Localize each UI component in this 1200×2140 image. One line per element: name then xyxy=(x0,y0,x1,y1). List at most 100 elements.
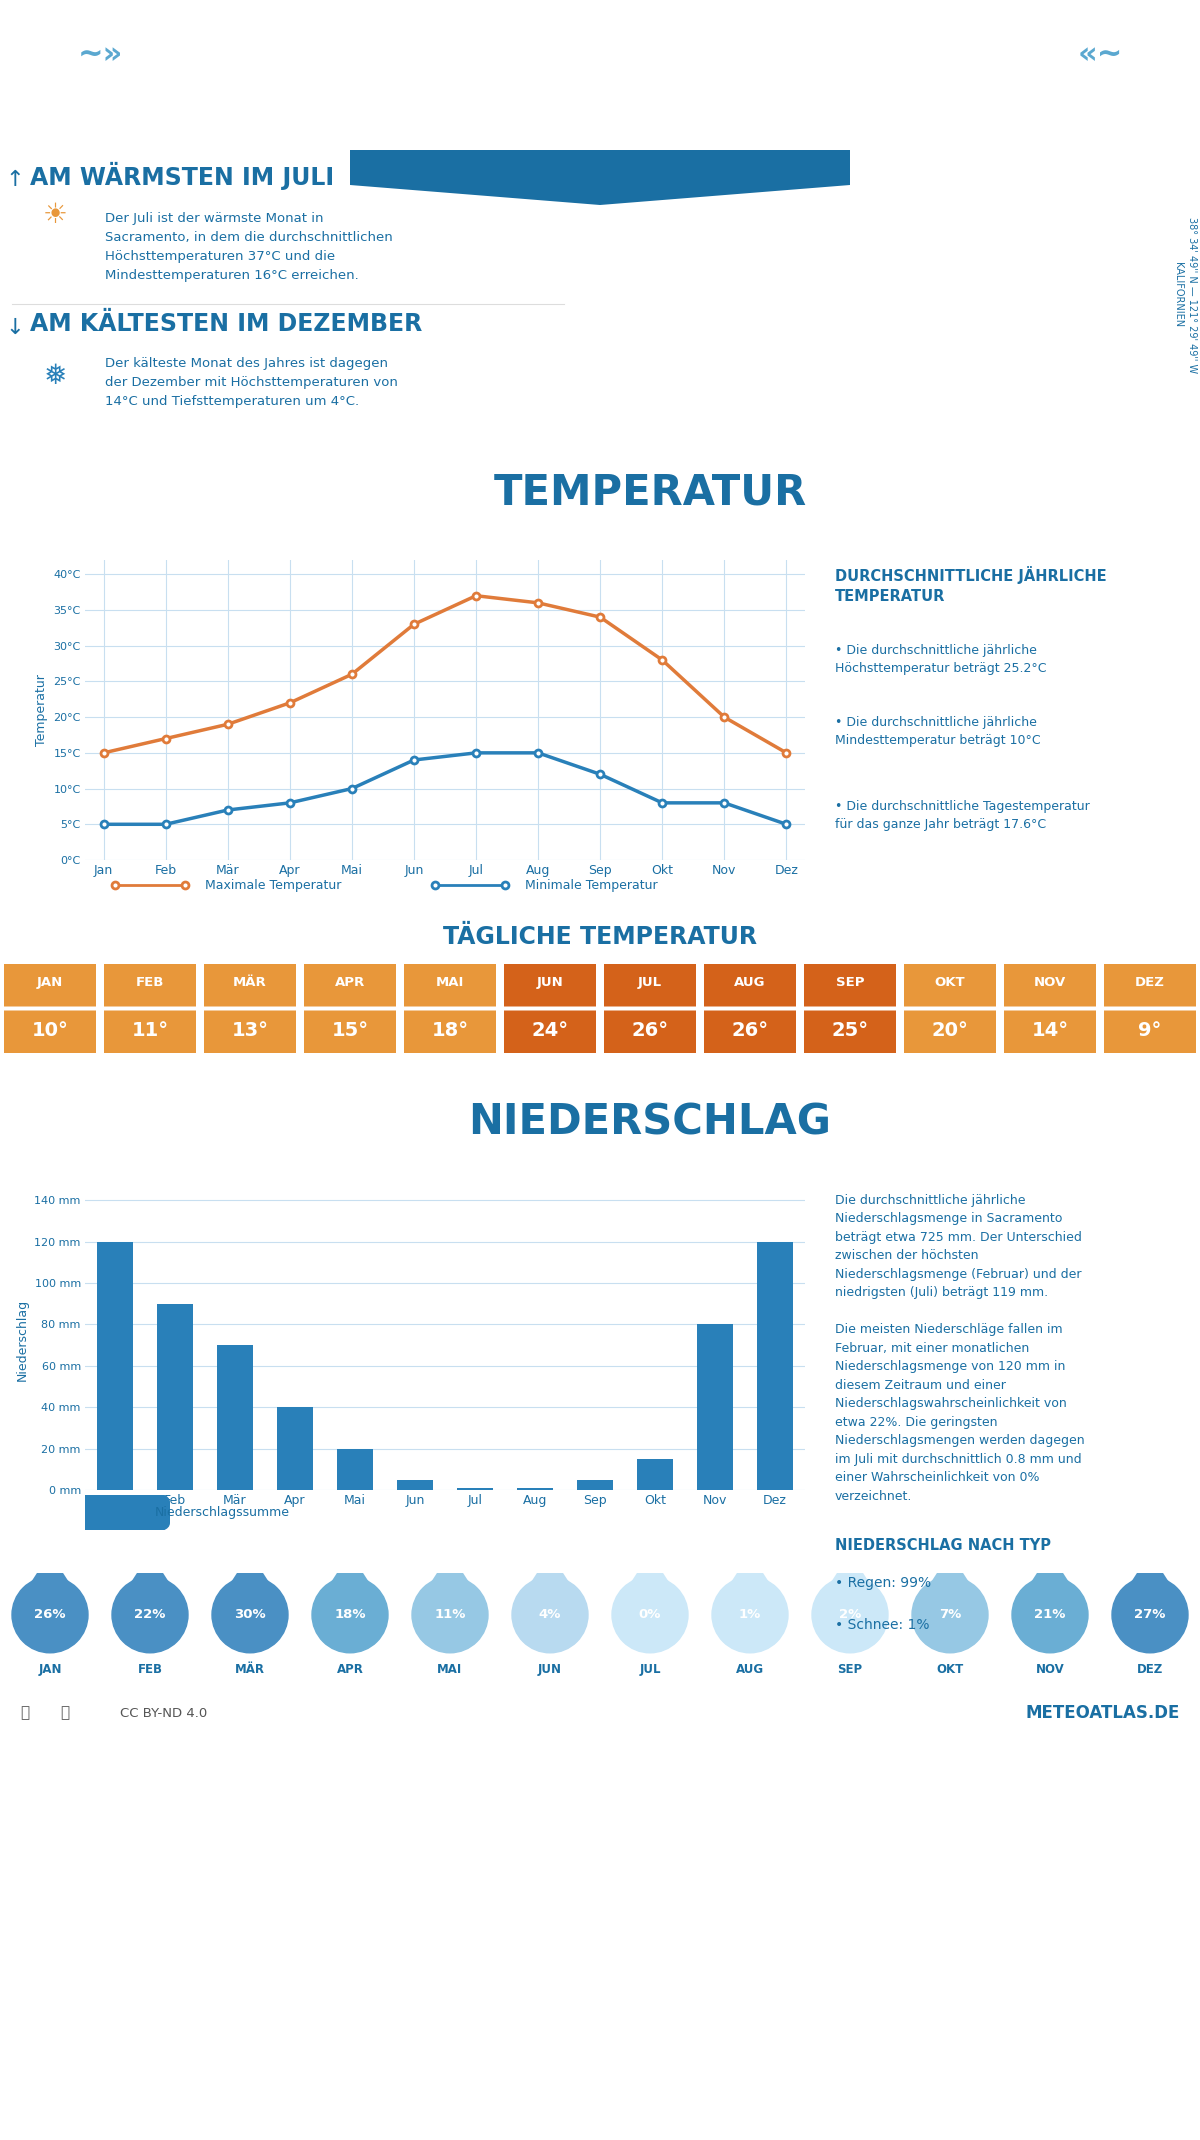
Text: NOV: NOV xyxy=(1036,1663,1064,1676)
Text: 11%: 11% xyxy=(434,1609,466,1622)
Text: FEB: FEB xyxy=(138,1663,162,1676)
Text: Minimale Temperatur: Minimale Temperatur xyxy=(526,880,658,892)
Text: Der kälteste Monat des Jahres ist dagegen
der Dezember mit Höchsttemperaturen vo: Der kälteste Monat des Jahres ist dagege… xyxy=(106,357,398,409)
Polygon shape xyxy=(350,150,850,205)
FancyBboxPatch shape xyxy=(904,963,996,1006)
FancyBboxPatch shape xyxy=(704,963,796,1006)
Polygon shape xyxy=(928,1554,972,1586)
Text: 9°: 9° xyxy=(1139,1021,1162,1040)
Text: JUN: JUN xyxy=(538,1663,562,1676)
Text: 2%: 2% xyxy=(839,1609,862,1622)
Text: 26°: 26° xyxy=(732,1021,768,1040)
Polygon shape xyxy=(428,1554,472,1586)
Bar xyxy=(577,1479,613,1489)
Circle shape xyxy=(812,1577,888,1652)
Text: ↑: ↑ xyxy=(6,169,24,190)
Text: Maximale Temperatur: Maximale Temperatur xyxy=(205,880,341,892)
Circle shape xyxy=(1012,1577,1088,1652)
Text: ↓: ↓ xyxy=(6,319,24,338)
Text: APR: APR xyxy=(336,1663,364,1676)
FancyBboxPatch shape xyxy=(704,1010,796,1053)
Text: 1%: 1% xyxy=(739,1609,761,1622)
Text: 7%: 7% xyxy=(938,1609,961,1622)
Text: 0%: 0% xyxy=(638,1609,661,1622)
Text: AUG: AUG xyxy=(736,1663,764,1676)
Y-axis label: Niederschlag: Niederschlag xyxy=(16,1299,29,1380)
Text: AM KÄLTESTEN IM DEZEMBER: AM KÄLTESTEN IM DEZEMBER xyxy=(30,312,422,336)
FancyBboxPatch shape xyxy=(70,1492,170,1534)
Text: 21%: 21% xyxy=(1034,1609,1066,1622)
Circle shape xyxy=(412,1577,488,1652)
Text: 22%: 22% xyxy=(134,1609,166,1622)
Circle shape xyxy=(212,1577,288,1652)
Text: MAI: MAI xyxy=(437,1663,463,1676)
Bar xyxy=(637,1459,673,1489)
Circle shape xyxy=(1112,1577,1188,1652)
Text: AUG: AUG xyxy=(734,976,766,989)
Text: METEOATLAS.DE: METEOATLAS.DE xyxy=(1026,1703,1180,1723)
Text: FEB: FEB xyxy=(136,976,164,989)
Circle shape xyxy=(512,1577,588,1652)
FancyBboxPatch shape xyxy=(104,1010,196,1053)
FancyBboxPatch shape xyxy=(4,963,96,1006)
Text: DURCHSCHNITTLICHE JÄHRLICHE
TEMPERATUR: DURCHSCHNITTLICHE JÄHRLICHE TEMPERATUR xyxy=(835,565,1106,603)
Text: TÄGLICHE TEMPERATUR: TÄGLICHE TEMPERATUR xyxy=(443,924,757,950)
Bar xyxy=(397,1479,433,1489)
Text: VEREINIGTE STAATEN VON AMERIKA: VEREINIGTE STAATEN VON AMERIKA xyxy=(462,116,738,131)
Text: 11°: 11° xyxy=(132,1021,168,1040)
Circle shape xyxy=(112,1577,188,1652)
Text: ☀: ☀ xyxy=(42,201,67,229)
Circle shape xyxy=(12,1577,88,1652)
FancyBboxPatch shape xyxy=(404,1010,496,1053)
Text: • Die durchschnittliche Tagestemperatur
für das ganze Jahr beträgt 17.6°C: • Die durchschnittliche Tagestemperatur … xyxy=(835,800,1090,830)
Text: «~: «~ xyxy=(1078,41,1123,68)
Text: 18°: 18° xyxy=(432,1021,468,1040)
Circle shape xyxy=(72,454,148,531)
FancyBboxPatch shape xyxy=(804,963,896,1006)
Polygon shape xyxy=(828,1554,872,1586)
FancyBboxPatch shape xyxy=(304,1010,396,1053)
Text: • Regen: 99%: • Regen: 99% xyxy=(835,1577,931,1590)
Text: DEZ: DEZ xyxy=(1136,1663,1163,1676)
Text: 13°: 13° xyxy=(232,1021,269,1040)
Text: OKT: OKT xyxy=(936,1663,964,1676)
Text: 30%: 30% xyxy=(234,1609,266,1622)
Text: 10°: 10° xyxy=(31,1021,68,1040)
Text: MAI: MAI xyxy=(436,976,464,989)
Text: APR: APR xyxy=(335,976,365,989)
FancyBboxPatch shape xyxy=(4,1010,96,1053)
Text: TEMPERATUR: TEMPERATUR xyxy=(493,471,806,514)
Text: 27%: 27% xyxy=(1134,1609,1165,1622)
FancyBboxPatch shape xyxy=(404,963,496,1006)
Circle shape xyxy=(62,1085,138,1160)
Text: JUL: JUL xyxy=(638,976,662,989)
Text: JAN: JAN xyxy=(37,976,64,989)
Polygon shape xyxy=(228,1554,272,1586)
FancyBboxPatch shape xyxy=(1004,1010,1096,1053)
Text: JUL: JUL xyxy=(640,1663,661,1676)
Text: SACRAMENTO: SACRAMENTO xyxy=(307,19,893,92)
Text: OKT: OKT xyxy=(935,976,965,989)
FancyBboxPatch shape xyxy=(604,1010,696,1053)
Text: NIEDERSCHLAG NACH TYP: NIEDERSCHLAG NACH TYP xyxy=(835,1539,1051,1554)
Text: AM WÄRMSTEN IM JULI: AM WÄRMSTEN IM JULI xyxy=(30,163,334,190)
Circle shape xyxy=(912,1577,988,1652)
Text: • Die durchschnittliche jährliche
Mindesttemperatur beträgt 10°C: • Die durchschnittliche jährliche Mindes… xyxy=(835,717,1040,747)
Polygon shape xyxy=(728,1554,772,1586)
FancyBboxPatch shape xyxy=(104,963,196,1006)
Circle shape xyxy=(612,1577,688,1652)
Bar xyxy=(277,1408,313,1489)
FancyBboxPatch shape xyxy=(1004,963,1096,1006)
Text: 26°: 26° xyxy=(631,1021,668,1040)
Circle shape xyxy=(312,1577,388,1652)
FancyBboxPatch shape xyxy=(604,963,696,1006)
Text: MÄR: MÄR xyxy=(233,976,266,989)
Bar xyxy=(337,1449,373,1489)
Y-axis label: Temperatur: Temperatur xyxy=(35,674,48,747)
Text: • Die durchschnittliche jährliche
Höchsttemperatur beträgt 25.2°C: • Die durchschnittliche jährliche Höchst… xyxy=(835,644,1046,674)
Polygon shape xyxy=(1028,1554,1072,1586)
Text: NOV: NOV xyxy=(1034,976,1066,989)
Text: JUN: JUN xyxy=(536,976,563,989)
Text: 38° 34' 49'' N — 121° 29' 49'' W
KALIFORNIEN: 38° 34' 49'' N — 121° 29' 49'' W KALIFOR… xyxy=(1174,216,1198,372)
Text: DEZ: DEZ xyxy=(1135,976,1165,989)
